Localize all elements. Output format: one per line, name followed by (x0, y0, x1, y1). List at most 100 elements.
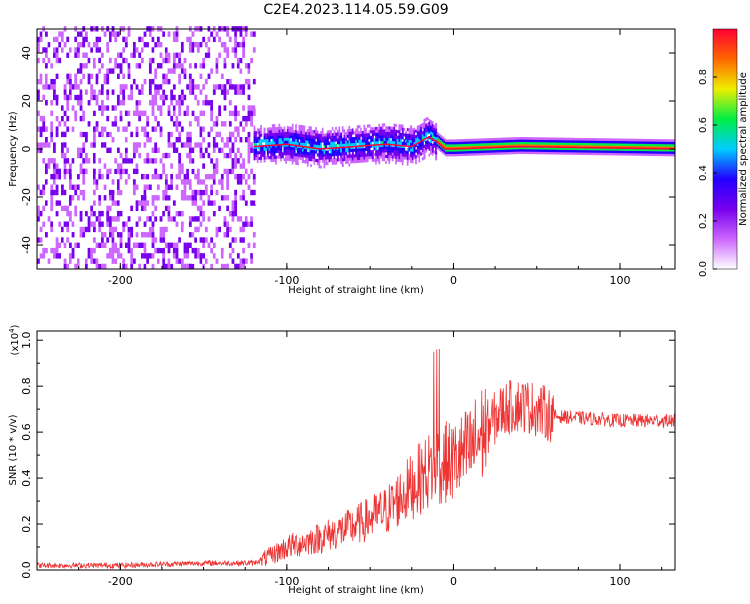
spectrogram-cell (665, 144, 668, 147)
spectrogram-cell (223, 94, 227, 101)
spectrogram-cell (525, 153, 528, 157)
spectrogram-cell (122, 142, 126, 148)
spectrogram-cell (393, 138, 396, 142)
spectrogram-cell (618, 150, 621, 154)
spectrogram-cell (124, 89, 128, 95)
spectrogram-cell (376, 126, 379, 130)
spectrogram-cell (280, 146, 283, 150)
spectrogram-cell (164, 47, 168, 53)
spectrogram-cell (575, 154, 578, 158)
spectrogram-cell (288, 123, 291, 127)
spectrogram-cell (263, 153, 266, 157)
spectrogram-cell (180, 258, 184, 264)
spectrogram-cell (119, 179, 123, 185)
spectrogram-cell (151, 237, 155, 243)
spectrogram-cell (483, 152, 486, 156)
spectrogram-cell (335, 164, 338, 168)
spectrogram-cell (333, 141, 336, 145)
spectrogram-cell (580, 137, 583, 141)
spectrogram-cell (239, 195, 243, 201)
spectrogram-cell (151, 258, 155, 264)
spectrogram-cell (530, 149, 533, 152)
spectrogram-cell (433, 136, 436, 140)
spectrogram-cell (483, 145, 486, 149)
spectrogram-cell (242, 173, 246, 180)
spectrogram-cell (650, 146, 653, 149)
spectrogram-cell (575, 137, 578, 141)
spectrogram-cell (401, 136, 404, 140)
spectrogram-cell (336, 155, 339, 159)
spectrogram-cell (656, 139, 659, 142)
spectrogram-cell (343, 140, 346, 144)
spectrogram-cell (566, 154, 569, 158)
spectrogram-cell (366, 147, 369, 151)
spectrogram-cell (114, 205, 118, 212)
spectrogram-cell (188, 131, 192, 138)
spectrogram-cell (393, 132, 396, 136)
spectrogram-cell (207, 47, 211, 53)
spectrogram-cell (84, 258, 88, 264)
spectrogram-cell (380, 129, 383, 133)
spectrogram-cell (108, 195, 112, 201)
spectrogram-cell (566, 149, 569, 153)
spectrogram-cell (255, 157, 258, 161)
spectrogram-cell (371, 150, 374, 154)
spectrogram-cell (470, 148, 473, 151)
spectrogram-cell (199, 137, 203, 143)
spectrogram-cell (55, 36, 59, 43)
spectrogram-cell (645, 141, 648, 144)
spectrogram-cell (82, 142, 86, 148)
spectrogram-cell (435, 157, 438, 161)
spectrogram-cell (244, 237, 248, 243)
spectrogram-cell (300, 159, 303, 163)
spectrogram-cell (148, 221, 152, 227)
spectrogram-cell (162, 31, 166, 37)
spectrogram-cell (405, 130, 408, 134)
spectrogram-cell (146, 253, 150, 259)
spectrogram-cell (210, 89, 214, 95)
spectrogram-cell (388, 123, 391, 127)
spectrogram-cell (98, 110, 102, 116)
spectrogram-cell (170, 216, 174, 222)
spectrogram-cell (283, 137, 286, 141)
spectrogram-cell (528, 139, 531, 143)
spectrogram-cell (194, 263, 198, 270)
spectrogram-cell (39, 131, 43, 138)
spectrogram-cell (293, 158, 296, 162)
spectrogram-cell (98, 36, 102, 43)
spectrogram-cell (463, 151, 466, 154)
spectrogram-cell (520, 151, 523, 154)
spectrogram-cell (463, 155, 466, 159)
spectrogram-cell (60, 31, 64, 37)
spectrogram-cell (226, 210, 230, 217)
spectrogram-cell (286, 151, 289, 156)
spectrogram-cell (376, 129, 379, 133)
spectrogram-cell (275, 138, 278, 142)
spectrogram-cell (405, 159, 408, 163)
spectrogram-cell (388, 134, 391, 138)
spectrogram-cell (273, 141, 276, 145)
spectrogram-cell (223, 221, 227, 227)
spectrogram-cell (180, 226, 184, 233)
spectrogram-cell (598, 145, 601, 149)
spectrogram-cell (335, 135, 338, 139)
spectrogram-cell (228, 142, 232, 148)
spectrogram-cell (283, 129, 286, 133)
spectrogram-cell (476, 150, 479, 154)
spectrogram-cell (154, 73, 158, 80)
spectrogram-cell (390, 134, 393, 139)
spectrogram-cell (98, 200, 102, 206)
spectrogram-cell (119, 63, 123, 69)
spectrogram-cell (313, 132, 316, 136)
spectrogram-cell (108, 226, 112, 233)
spectrogram-cell (413, 138, 416, 143)
spectrogram-cell (122, 221, 126, 227)
spectrogram-cell (253, 137, 256, 141)
spectrogram-cell (483, 155, 486, 158)
spectrogram-cell (37, 158, 40, 164)
spectrogram-cell (178, 179, 182, 185)
spectrogram-cell (398, 161, 401, 165)
spectrogram-cell (378, 158, 381, 162)
spectrogram-cell (386, 125, 389, 130)
spectrogram-cell (521, 151, 524, 155)
